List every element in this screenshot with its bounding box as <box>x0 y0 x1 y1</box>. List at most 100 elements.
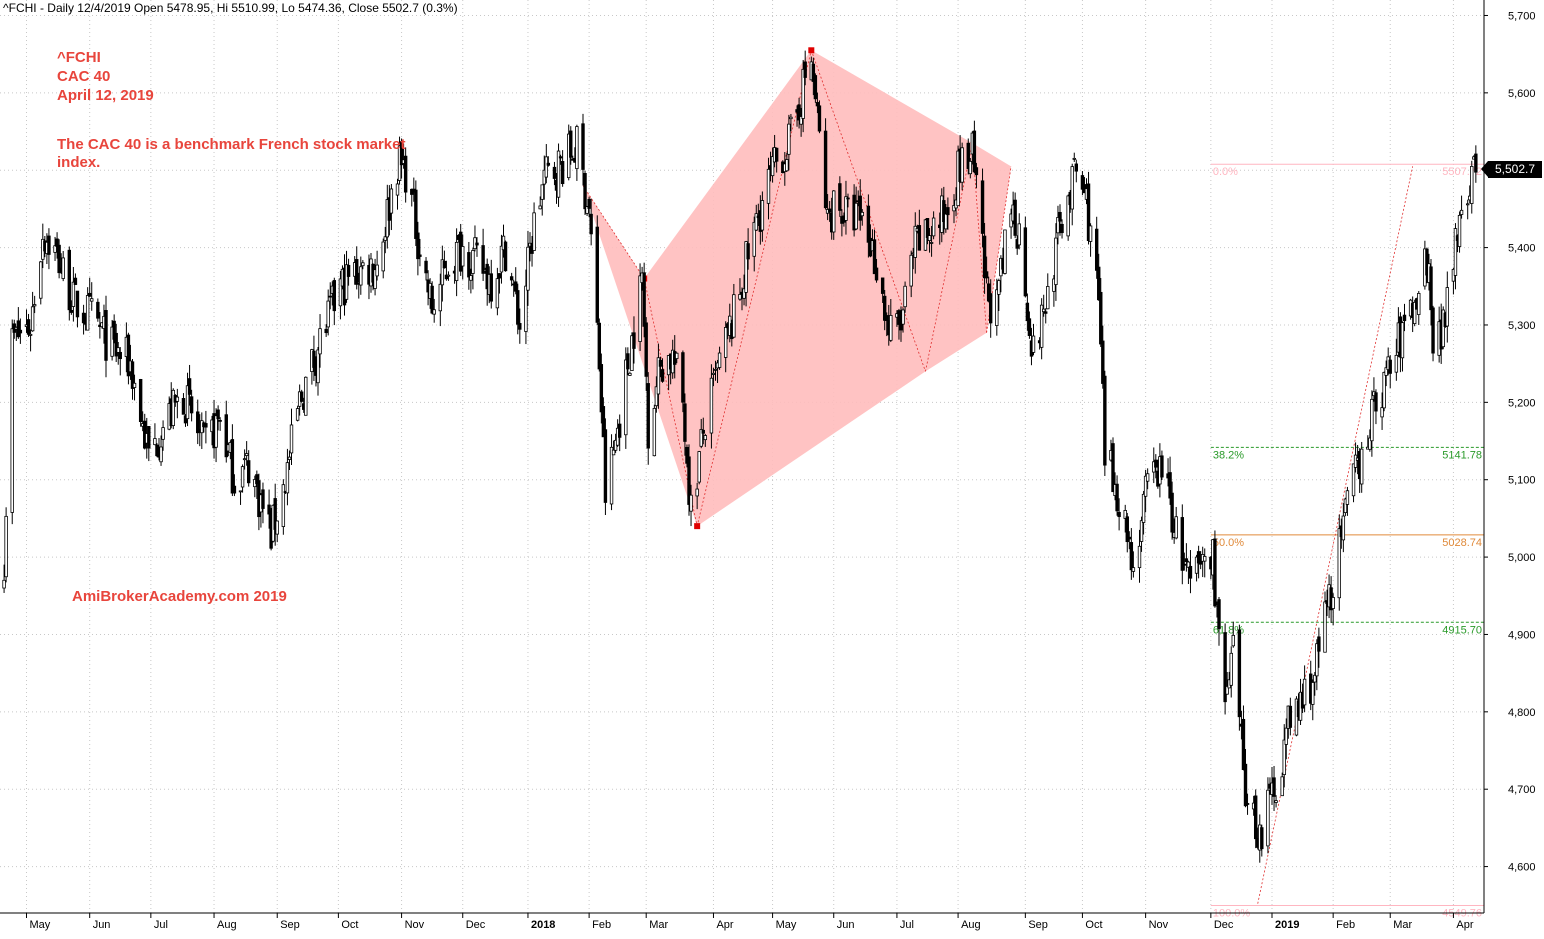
candle-body <box>611 449 616 456</box>
candle-body <box>744 241 748 293</box>
candle-body <box>658 359 663 367</box>
candle-body <box>238 490 243 493</box>
candle-body <box>1337 528 1341 599</box>
candle-body <box>872 239 877 275</box>
candle-body <box>1066 195 1070 237</box>
candle-body <box>338 278 343 307</box>
candle-body <box>1099 291 1103 345</box>
candle-body <box>1160 455 1164 478</box>
x-tick-label: Apr <box>1456 919 1473 931</box>
pattern-triangle <box>811 50 973 372</box>
candle-body <box>1139 520 1144 542</box>
candle-body <box>1217 599 1221 630</box>
candle-body <box>1180 517 1185 571</box>
candle-body <box>454 241 459 282</box>
candle-body <box>986 283 991 302</box>
candle-body <box>232 485 237 494</box>
pattern-triangle <box>697 50 926 527</box>
candle-body <box>1080 175 1085 190</box>
x-tick-label: Aug <box>961 919 981 931</box>
candle-body <box>944 213 948 230</box>
candle-body <box>803 61 807 78</box>
x-tick-label: Mar <box>1393 919 1412 931</box>
candle-body <box>503 241 508 272</box>
candle-body <box>1127 536 1132 540</box>
candle-body <box>1282 739 1286 776</box>
candle-body <box>597 322 602 370</box>
candle-body <box>575 126 579 170</box>
candle-body <box>1131 567 1136 572</box>
candle-body <box>1017 223 1021 246</box>
candle-body <box>681 352 685 403</box>
candle-body <box>1331 597 1335 609</box>
candle-body <box>185 385 190 420</box>
candle-body <box>1345 490 1350 505</box>
candle-body <box>787 123 791 155</box>
last-price-badge: 5,502.7 <box>1481 161 1542 178</box>
candle-body <box>595 226 599 323</box>
candle-body <box>1088 225 1093 242</box>
candle-body <box>153 438 157 446</box>
candle-body <box>699 429 703 447</box>
candle-body <box>75 290 80 318</box>
candle-body <box>1245 803 1250 805</box>
x-tick-label: Nov <box>405 919 425 931</box>
x-tick-label: Jul <box>900 919 914 931</box>
candle-body <box>1070 166 1074 210</box>
candle-body <box>746 243 750 260</box>
candle-body <box>832 190 836 233</box>
candle-body <box>344 264 349 300</box>
candle-body <box>1213 538 1217 607</box>
candle-body <box>1060 223 1064 234</box>
candle-body <box>558 156 563 159</box>
candle-body <box>32 304 37 307</box>
y-tick-label: 4,700 <box>1508 784 1536 796</box>
candle-body <box>801 68 805 119</box>
candle-body <box>683 403 687 442</box>
candle-body <box>1417 292 1421 315</box>
grid <box>0 0 1484 913</box>
y-tick-label: 5,600 <box>1508 88 1536 100</box>
candle-body <box>766 168 771 204</box>
candle-body <box>972 130 977 173</box>
candle-body <box>599 364 604 413</box>
candle-body <box>866 205 871 243</box>
candle-body <box>988 293 993 324</box>
candle-body <box>742 288 746 299</box>
candle-body <box>159 446 163 463</box>
candle-body <box>514 281 518 292</box>
candle-body <box>1412 301 1417 325</box>
candle-body <box>1111 443 1115 493</box>
candle-body <box>1054 237 1058 285</box>
candle-body <box>273 498 277 530</box>
candle-body <box>304 376 308 416</box>
candle-body <box>255 474 259 484</box>
candle-body <box>1013 199 1017 236</box>
candle-body <box>187 378 192 395</box>
candle-body <box>660 369 665 382</box>
candle-body <box>132 382 137 388</box>
candle-body <box>246 460 251 484</box>
candle-body <box>909 254 913 287</box>
candle-body <box>126 334 131 377</box>
candle-body <box>1027 318 1032 336</box>
candle-body <box>497 273 502 279</box>
candle-body <box>1465 203 1470 206</box>
candle-body <box>218 419 222 422</box>
watermark-text: AmiBrokerAcademy.com 2019 <box>72 588 287 605</box>
candle-body <box>281 484 286 527</box>
candle-body <box>532 212 536 251</box>
candle-body <box>261 489 265 509</box>
candle-body <box>1288 705 1293 728</box>
candle-body <box>1284 727 1288 745</box>
candle-body <box>656 357 661 395</box>
candle-body <box>1097 266 1101 301</box>
candle-body <box>1023 227 1028 297</box>
candle-body <box>1474 153 1478 173</box>
candle-body <box>960 147 964 183</box>
date-label: April 12, 2019 <box>57 87 154 104</box>
candle-body <box>581 123 585 170</box>
candle-body <box>318 328 322 355</box>
candle-body <box>1031 335 1036 353</box>
